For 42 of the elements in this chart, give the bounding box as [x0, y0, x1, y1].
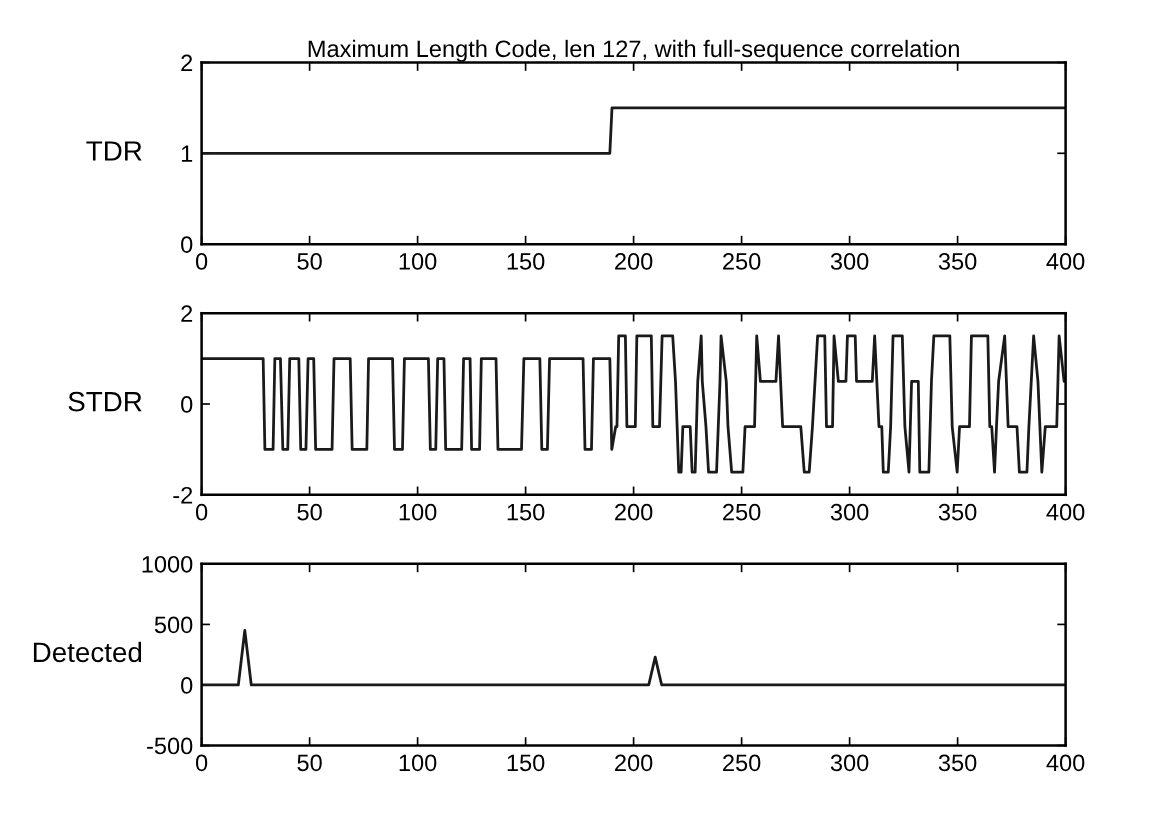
x-tick-label: 400 [1046, 503, 1085, 521]
x-tick-label: 200 [615, 503, 653, 521]
x-tick-label: 50 [297, 754, 322, 772]
x-tick-label: 300 [830, 253, 869, 270]
x-tick-label: 100 [399, 754, 437, 772]
y-tick-label: 0 [181, 677, 193, 694]
x-tick-label: 0 [195, 503, 208, 521]
x-tick-label: 100 [399, 253, 437, 270]
x-tick-label: 50 [297, 253, 322, 270]
x-tick-label: 150 [507, 253, 545, 270]
x-tick-label: 400 [1046, 754, 1085, 772]
x-tick-label: 250 [723, 754, 761, 772]
y-axis-title: Detected [33, 641, 142, 663]
x-tick-label: 100 [399, 503, 437, 521]
x-tick-label: 150 [507, 754, 545, 772]
x-tick-label: 300 [830, 503, 869, 521]
x-tick-label: 200 [615, 754, 653, 772]
y-tick-label: 2 [181, 54, 193, 72]
y-tick-label: 1 [181, 145, 193, 162]
y-tick-label: 500 [154, 616, 193, 634]
y-tick-label: 0 [181, 396, 193, 413]
x-tick-label: 400 [1046, 253, 1085, 270]
x-tick-label: 250 [723, 253, 761, 270]
y-tick-label: 2 [181, 305, 193, 322]
y-tick-label: 0 [181, 236, 193, 253]
y-tick-label: 1000 [142, 555, 193, 573]
x-tick-label: 350 [938, 503, 977, 521]
y-tick-label: -500 [147, 737, 193, 755]
y-tick-label: -2 [173, 486, 193, 504]
x-tick-label: 150 [507, 503, 545, 521]
x-tick-label: 350 [938, 754, 977, 772]
y-axis-title: STDR [68, 391, 142, 412]
x-tick-label: 300 [830, 754, 869, 772]
y-axis-title: TDR [86, 141, 142, 161]
x-tick-label: 50 [297, 503, 322, 521]
x-tick-label: 0 [195, 253, 208, 270]
chart-title: Maximum Length Code, len 127, with full-sequence correlation [308, 39, 959, 62]
x-tick-label: 350 [938, 253, 977, 270]
x-tick-label: 250 [723, 503, 761, 521]
line-series [201, 334, 1066, 474]
x-tick-label: 0 [195, 754, 208, 772]
x-tick-label: 200 [615, 253, 653, 270]
